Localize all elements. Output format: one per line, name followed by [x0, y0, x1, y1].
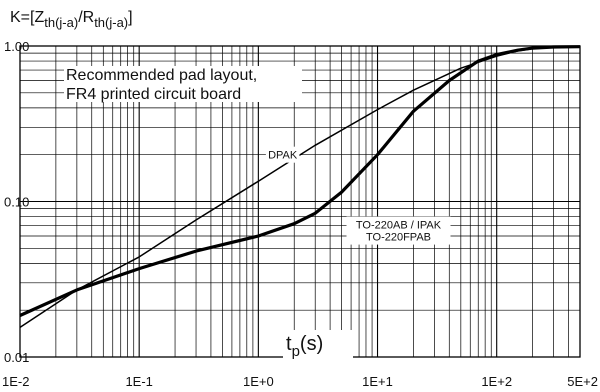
- series-label-bg: [346, 216, 451, 245]
- x-label-sub: p: [292, 343, 300, 360]
- y-label-middle: /R: [78, 9, 94, 26]
- annotation-line-1: Recommended pad layout,: [66, 67, 257, 84]
- curves: [19, 45, 581, 329]
- x-tick-label: 1E+2: [481, 374, 512, 389]
- x-tick-label: 1E+1: [362, 374, 393, 389]
- x-label-main: t: [286, 333, 292, 355]
- y-label-sub2: th(j-a): [94, 15, 128, 30]
- series-label-2: TO-220AB / IPAK: [356, 220, 442, 232]
- svg-text:K=[Zth(j-a)/Rth(j-a)]: K=[Zth(j-a)/Rth(j-a)]: [10, 9, 133, 30]
- y-tick-label: 0.10: [4, 195, 29, 210]
- x-axis-label: tp(s): [283, 330, 353, 360]
- tick-labels: 1E-2 1E-1 1E+0 1E+1 1E+2 5E+2 0.01 0.10 1.00: [2, 39, 598, 389]
- x-tick-label: 1E-2: [2, 374, 29, 389]
- x-tick-label: 5E+2: [567, 374, 598, 389]
- y-label-prefix: K=[Z: [10, 9, 44, 26]
- series-label-2: TO-220FPAB: [366, 232, 431, 244]
- x-tick-label: 1E-1: [125, 374, 152, 389]
- annotation-box: Recommended pad layout, FR4 printed circ…: [64, 66, 302, 103]
- x-label-suffix: (s): [300, 333, 323, 355]
- y-tick-label: 0.01: [4, 350, 29, 365]
- series-line-2: [19, 45, 581, 317]
- series-label-1: DPAK: [268, 150, 298, 162]
- annotation-line-2: FR4 printed circuit board: [66, 86, 241, 103]
- y-axis-label: K=[Zth(j-a)/Rth(j-a)]: [8, 4, 233, 32]
- series-label-bg: [265, 146, 300, 163]
- y-tick-label: 1.00: [4, 39, 29, 54]
- x-tick-label: 1E+0: [243, 374, 274, 389]
- y-label-sub1: th(j-a): [44, 15, 78, 30]
- y-label-suffix: ]: [128, 9, 132, 26]
- svg-text:tp(s): tp(s): [286, 333, 323, 360]
